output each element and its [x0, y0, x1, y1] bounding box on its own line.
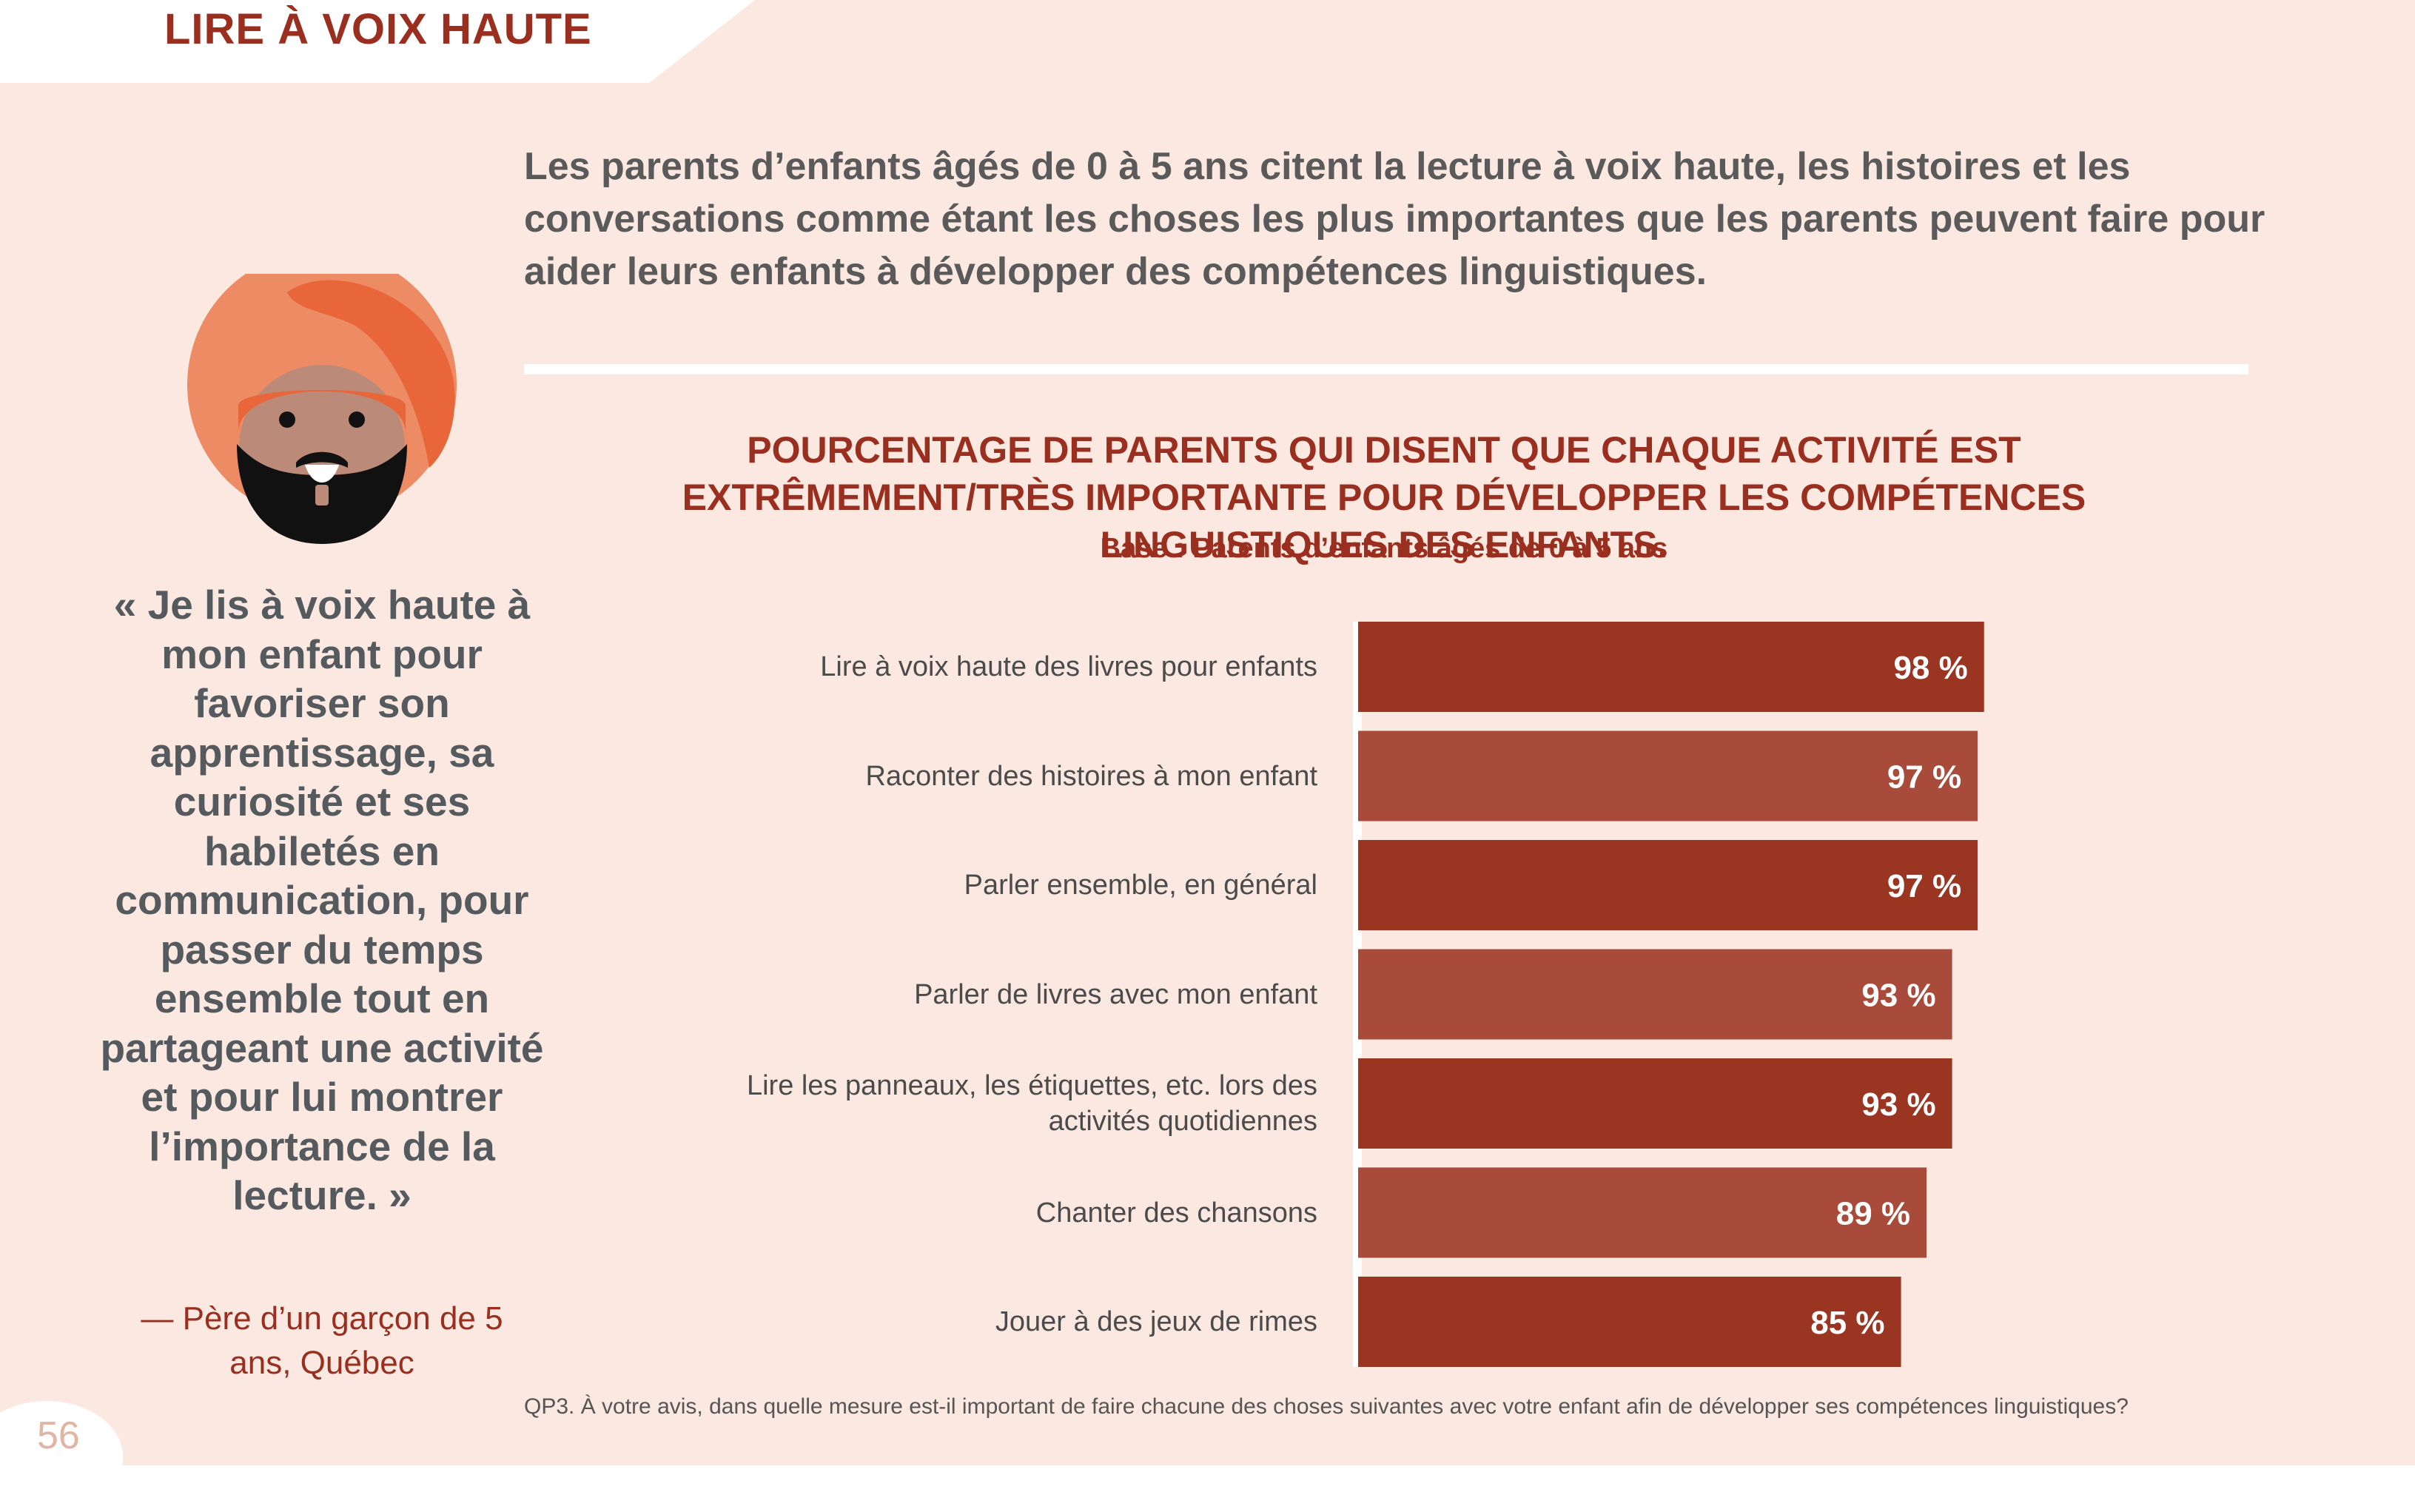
- category-label: Parler de livres avec mon enfant: [914, 978, 1317, 1010]
- chart-subtitle: Base : Parents d’enfants âgés de 0 à 5 a…: [1100, 533, 1668, 564]
- category-label: Lire les panneaux, les étiquettes, etc. …: [746, 1070, 1317, 1137]
- category-label: Chanter des chansons: [1035, 1197, 1317, 1229]
- chart-title: POURCENTAGE DE PARENTS QUI DISENT QUE CH…: [682, 429, 2086, 565]
- intro-text: Les parents d’enfants âgés de 0 à 5 ans …: [524, 145, 2265, 293]
- category-label: Parler ensemble, en général: [964, 870, 1317, 901]
- category-label: Raconter des histoires à mon enfant: [865, 760, 1317, 792]
- category-label: Jouer à des jeux de rimes: [995, 1306, 1317, 1337]
- header-tab: [0, 0, 755, 83]
- quote-attribution: — Père d’un garçon de 5 ans, Québec: [141, 1300, 503, 1381]
- turbaned-man-avatar-icon: [187, 274, 457, 544]
- section-title: LIRE À VOIX HAUTE: [164, 5, 592, 53]
- page-number: 56: [37, 1414, 80, 1457]
- parent-quote: « Je lis à voix haute à mon enfant pour …: [100, 582, 544, 1218]
- divider: [524, 364, 2248, 374]
- page-background: [0, 0, 2415, 1465]
- category-label: Lire à voix haute des livres pour enfant…: [820, 651, 1317, 682]
- footnote: QP3. À votre avis, dans quelle mesure es…: [524, 1394, 2129, 1419]
